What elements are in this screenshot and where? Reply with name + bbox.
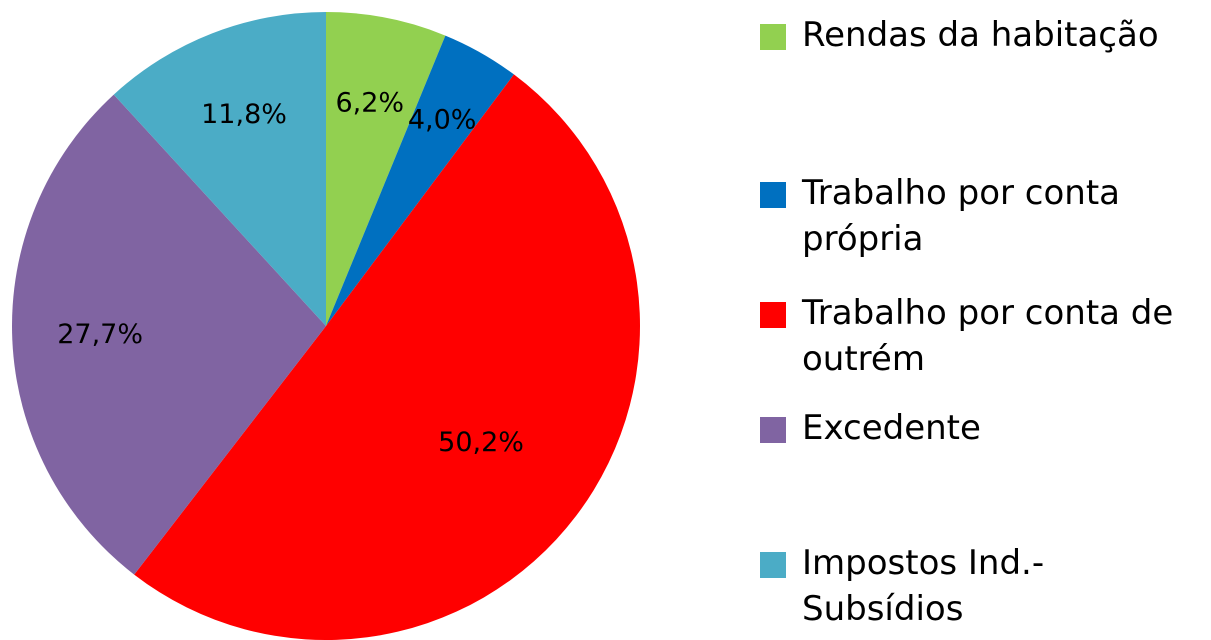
data-label: 27,7%: [57, 319, 143, 350]
legend-label: Trabalho por conta de outrém: [802, 293, 1174, 379]
legend-item: Trabalho por conta própria: [760, 170, 1200, 262]
pie-slice: [326, 12, 446, 326]
pie-slice: [113, 12, 327, 326]
pie-slice: [326, 35, 514, 327]
pie-slice: [134, 74, 640, 640]
legend-swatch: [760, 302, 786, 328]
legend-item: Trabalho por conta de outrém: [760, 290, 1200, 382]
legend-swatch: [760, 552, 786, 578]
legend-label: Excedente: [802, 408, 981, 448]
legend-item: Rendas da habitação: [760, 12, 1200, 58]
data-label: 11,8%: [201, 99, 287, 130]
data-label: 4,0%: [408, 105, 477, 136]
legend-swatch: [760, 182, 786, 208]
data-label: 50,2%: [438, 427, 524, 458]
legend-swatch: [760, 417, 786, 443]
data-label: 6,2%: [335, 88, 404, 119]
pie-slice: [11, 94, 327, 575]
legend-label: Trabalho por conta própria: [802, 173, 1120, 259]
legend-label: Rendas da habitação: [802, 15, 1159, 55]
chart: 6,2%4,0% 50,2% 27,7% 11,8%: [11, 12, 640, 640]
legend-swatch: [760, 24, 786, 50]
legend-label: Impostos Ind.-Subsídios: [802, 543, 1045, 629]
legend-item: Impostos Ind.-Subsídios: [760, 540, 1200, 632]
legend-item: Excedente: [760, 405, 1200, 451]
